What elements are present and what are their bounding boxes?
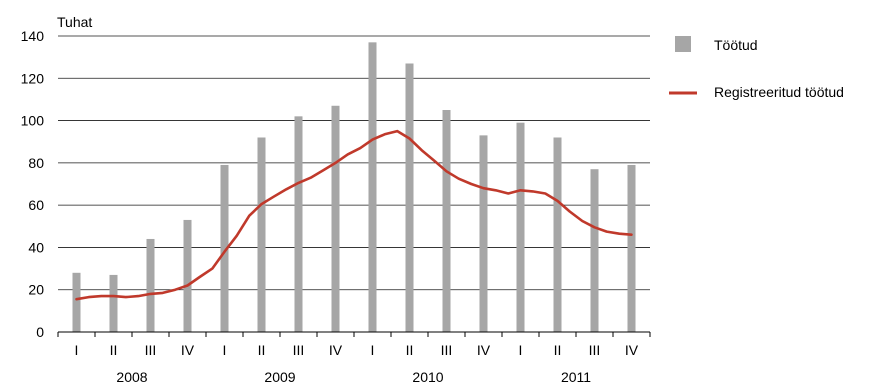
x-tick-label-quarter: III bbox=[145, 342, 157, 358]
bar-tootud bbox=[590, 169, 599, 332]
x-tick-label-quarter: IV bbox=[625, 342, 639, 358]
legend: Töötud Registreeritud töötud bbox=[669, 36, 844, 100]
bar-tootud bbox=[109, 274, 118, 332]
y-tick-label: 20 bbox=[28, 282, 44, 298]
bar-tootud bbox=[479, 135, 488, 332]
bar-tootud bbox=[442, 110, 451, 332]
y-unit-label: Tuhat bbox=[57, 14, 92, 30]
x-tick-label-quarter: IV bbox=[181, 342, 195, 358]
x-tick-label-quarter: IV bbox=[477, 342, 491, 358]
x-tick-label-quarter: III bbox=[589, 342, 601, 358]
x-tick-label-quarter: IV bbox=[329, 342, 343, 358]
legend-swatch-tootud bbox=[675, 36, 691, 52]
x-tick-label-quarter: II bbox=[110, 342, 118, 358]
y-tick-label: 80 bbox=[28, 155, 44, 171]
bar-tootud bbox=[516, 122, 525, 332]
x-tick-label-quarter: I bbox=[223, 342, 227, 358]
y-tick-label: 120 bbox=[21, 70, 45, 86]
bar-tootud bbox=[331, 105, 340, 333]
x-tick-label-quarter: III bbox=[293, 342, 305, 358]
bar-tootud bbox=[72, 272, 81, 332]
y-tick-label: 0 bbox=[36, 324, 44, 340]
x-year-label: 2009 bbox=[264, 369, 295, 385]
x-tick-label-quarter: I bbox=[75, 342, 79, 358]
line-series-registreeritud-tootud bbox=[75, 129, 633, 301]
bar-tootud bbox=[627, 164, 636, 332]
bar-tootud bbox=[553, 137, 562, 332]
y-tick-label: 60 bbox=[28, 197, 44, 213]
x-year-label: 2010 bbox=[412, 369, 443, 385]
y-tick-label: 40 bbox=[28, 239, 44, 255]
bar-tootud bbox=[146, 238, 155, 332]
bar-series-tootud bbox=[72, 42, 636, 333]
x-tick-label-quarter: I bbox=[371, 342, 375, 358]
bar-tootud bbox=[257, 137, 266, 332]
x-tick-label-quarter: II bbox=[258, 342, 266, 358]
bar-tootud bbox=[405, 63, 414, 332]
x-tick-label-quarter: II bbox=[554, 342, 562, 358]
y-tick-label: 100 bbox=[21, 113, 45, 129]
x-tick-label-quarter: I bbox=[519, 342, 523, 358]
x-tick-label-quarter: III bbox=[441, 342, 453, 358]
gridlines bbox=[58, 35, 650, 291]
x-year-label: 2008 bbox=[116, 369, 147, 385]
bar-tootud bbox=[294, 116, 303, 332]
y-tick-label: 140 bbox=[21, 28, 45, 44]
legend-label-registreeritud-tootud: Registreeritud töötud bbox=[714, 84, 844, 100]
line-registreeritud-tootud bbox=[75, 129, 633, 301]
x-year-label: 2011 bbox=[561, 369, 591, 385]
legend-label-tootud: Töötud bbox=[714, 37, 758, 53]
x-tick-label-quarter: II bbox=[406, 342, 414, 358]
bar-tootud bbox=[183, 219, 192, 332]
bar-tootud bbox=[368, 42, 377, 332]
bar-tootud bbox=[220, 164, 229, 332]
